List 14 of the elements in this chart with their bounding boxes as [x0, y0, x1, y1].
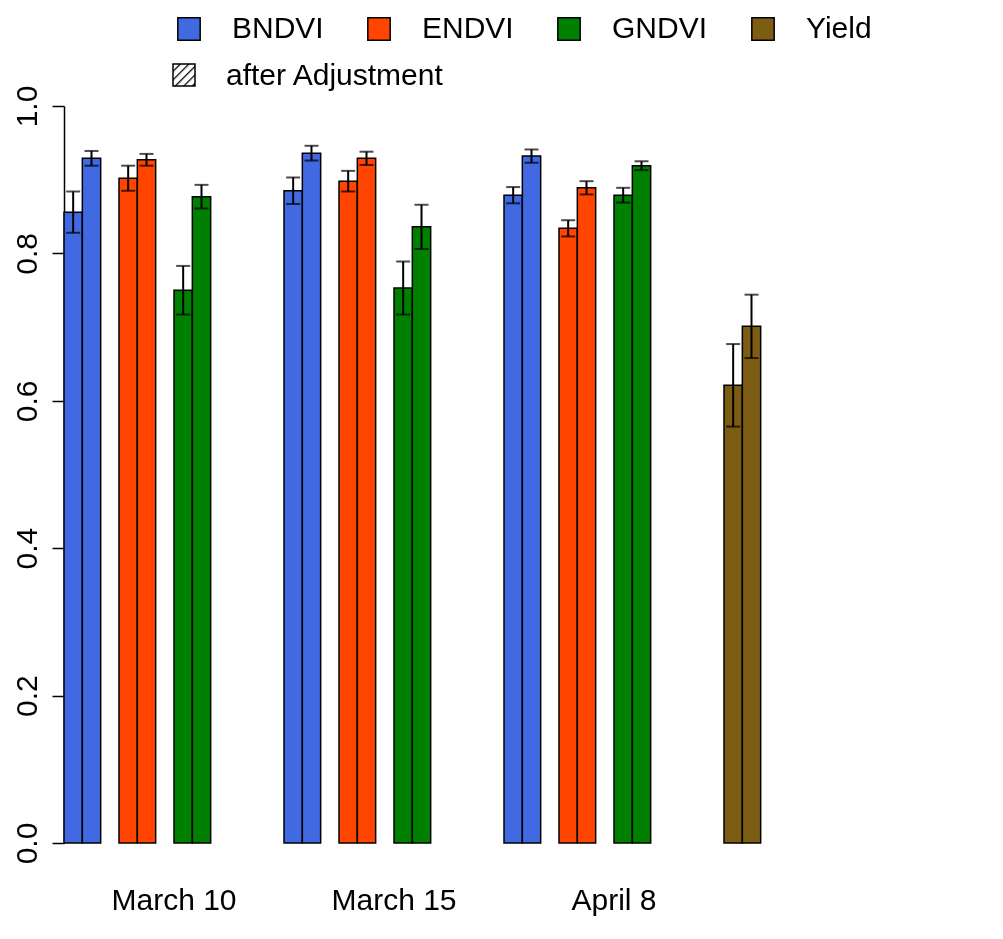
y-tick-label: 1.0 [9, 85, 43, 128]
y-tick-label: 0.2 [9, 675, 43, 717]
x-tick-label: April 8 [571, 882, 657, 916]
text: after Adjustment [226, 58, 443, 92]
legend-label: GNDVI [612, 11, 708, 44]
y-tick-label: 0.0 [9, 822, 43, 865]
y-tick-label: 0.6 [9, 380, 43, 423]
legend-label: Yield [806, 11, 872, 44]
legend-label: ENDVI [422, 11, 514, 44]
y-tick-label: 0.8 [9, 233, 43, 275]
y-tick-label: 0.4 [9, 527, 43, 570]
x-tick-label: March 10 [111, 882, 237, 916]
x-tick-label: March 15 [331, 882, 457, 916]
legend-label: BNDVI [232, 11, 324, 44]
